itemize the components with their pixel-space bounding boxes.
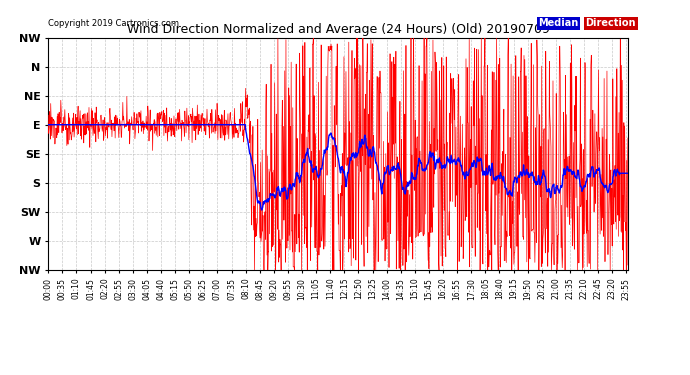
Text: Median: Median [538, 18, 578, 28]
Title: Wind Direction Normalized and Average (24 Hours) (Old) 20190709: Wind Direction Normalized and Average (2… [127, 23, 549, 36]
Text: Copyright 2019 Cartronics.com: Copyright 2019 Cartronics.com [48, 19, 179, 28]
Text: Direction: Direction [586, 18, 636, 28]
